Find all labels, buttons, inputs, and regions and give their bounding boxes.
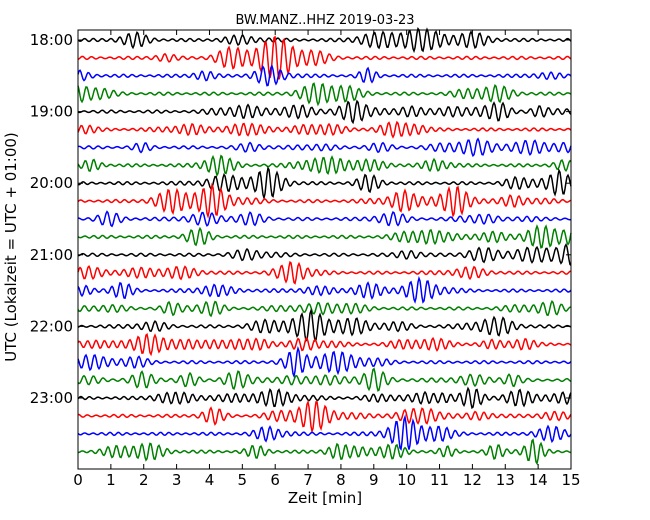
chart-title: BW.MANZ..HHZ 2019-03-23 xyxy=(235,13,414,28)
seismic-trace xyxy=(77,275,572,304)
seismic-trace xyxy=(77,308,572,343)
seismic-trace xyxy=(77,242,572,266)
x-tick-label: 9 xyxy=(369,471,379,489)
seismic-trace xyxy=(77,333,572,357)
seismic-trace xyxy=(77,165,572,201)
seismic-trace xyxy=(77,414,572,451)
trace-group xyxy=(77,26,572,466)
seismic-trace xyxy=(77,99,572,125)
x-tick-label: 5 xyxy=(238,471,248,489)
x-axis-label: Zeit [min] xyxy=(288,489,362,507)
y-axis: 18:00 19:00 20:00 21:00 22:00 23:00 xyxy=(30,31,571,407)
x-tick-label: 1 xyxy=(106,471,116,489)
x-axis: 0 1 2 3 4 5 6 7 8 9 10 11 12 13 14 15 xyxy=(73,30,581,489)
y-tick-label: 22:00 xyxy=(30,317,73,335)
seismic-trace xyxy=(77,137,572,158)
x-tick-label: 6 xyxy=(270,471,280,489)
y-tick-label: 21:00 xyxy=(30,246,73,264)
seismic-trace xyxy=(77,120,572,139)
x-tick-label: 11 xyxy=(430,471,449,489)
y-tick-label: 19:00 xyxy=(30,103,73,121)
x-tick-label: 10 xyxy=(397,471,416,489)
y-tick-label: 23:00 xyxy=(30,389,73,407)
seismic-trace xyxy=(77,386,572,410)
seismic-trace xyxy=(77,210,572,228)
seismic-trace xyxy=(77,260,572,285)
seismic-trace xyxy=(77,82,572,107)
y-axis-label: UTC (Lokalzeit = UTC + 01:00) xyxy=(2,132,20,362)
plot-frame xyxy=(77,29,572,470)
seismic-trace xyxy=(77,345,572,379)
seismic-trace xyxy=(77,367,572,392)
x-tick-label: 15 xyxy=(561,471,580,489)
x-tick-label: 2 xyxy=(139,471,149,489)
seismic-trace xyxy=(77,26,572,54)
x-tick-label: 8 xyxy=(336,471,346,489)
seismic-trace xyxy=(77,154,572,178)
x-tick-label: 13 xyxy=(496,471,515,489)
seismic-trace xyxy=(77,35,572,80)
y-tick-label: 18:00 xyxy=(30,31,73,49)
seismic-trace xyxy=(77,224,572,249)
x-tick-label: 0 xyxy=(73,471,83,489)
x-tick-label: 4 xyxy=(205,471,215,489)
x-tick-label: 3 xyxy=(172,471,182,489)
y-tick-label: 20:00 xyxy=(30,174,73,192)
x-tick-label: 12 xyxy=(463,471,482,489)
x-tick-label: 7 xyxy=(303,471,313,489)
seismic-trace xyxy=(77,300,572,318)
seismic-trace xyxy=(77,182,572,220)
x-tick-label: 14 xyxy=(529,471,548,489)
seismic-trace xyxy=(77,438,572,466)
seismic-trace xyxy=(77,64,572,87)
seismic-trace xyxy=(77,399,572,434)
